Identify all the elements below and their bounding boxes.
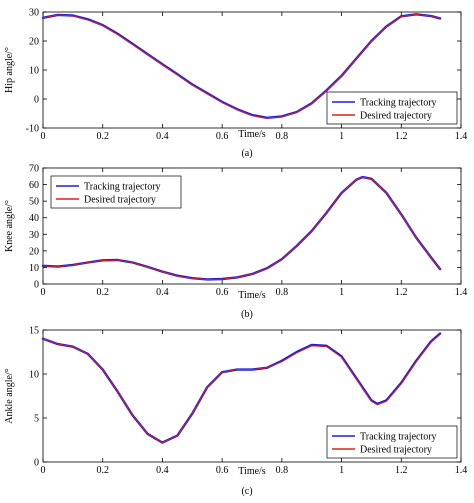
x-tick-label: 0.2 <box>96 465 109 476</box>
y-tick-label: 10 <box>29 263 39 274</box>
y-tick-label: 10 <box>29 66 39 77</box>
series-line-desired <box>42 333 441 444</box>
series-line-desired <box>42 13 441 119</box>
y-tick-label: 30 <box>29 8 39 19</box>
plot-frame <box>42 167 462 285</box>
x-tick-label: 1.4 <box>455 287 468 298</box>
legend-label: Desired trajectory <box>360 445 432 456</box>
chart-a: 0 0.2 0.4 0.6 0.8 1 1.2 1.4-100102030Time/sHip … <box>4 8 467 160</box>
legend: Tracking trajectory Desired trajectory <box>326 425 458 459</box>
legend-label: Tracking trajectory <box>360 432 437 443</box>
y-tick-label: 10 <box>29 370 39 381</box>
plot-frame <box>42 329 462 463</box>
y-tick-label: 0 <box>34 280 39 291</box>
x-tick-label: 0.4 <box>156 287 169 298</box>
x-axis-label: Time/s <box>238 466 266 477</box>
x-axis-label: Time/s <box>238 129 266 140</box>
y-tick-label: 40 <box>29 213 39 224</box>
y-tick-label: -10 <box>26 124 39 135</box>
series-line-desired <box>42 176 441 280</box>
x-tick-label: 1 <box>339 287 344 298</box>
legend-label: Tracking trajectory <box>84 182 161 193</box>
x-tick-label: 1.2 <box>395 287 408 298</box>
legend: Tracking trajectory Desired trajectory <box>50 175 182 209</box>
x-axis-label: Time/s <box>238 290 266 301</box>
y-tick-label: 70 <box>29 164 39 175</box>
y-tick-label: 15 <box>29 326 39 337</box>
y-tick-label: 30 <box>29 230 39 241</box>
x-tick-label: 0.2 <box>96 287 109 298</box>
y-axis-label: Hip angle/° <box>4 47 15 93</box>
x-tick-label: 0.8 <box>276 287 289 298</box>
x-tick-label: 0.4 <box>156 465 169 476</box>
legend: Tracking trajectory Desired trajectory <box>326 91 458 125</box>
figure-caption: (a) <box>241 148 252 159</box>
x-tick-label: 0.6 <box>216 131 229 142</box>
y-tick-label: 5 <box>34 414 39 425</box>
y-tick-label: 50 <box>29 197 39 208</box>
y-tick-label: 60 <box>29 180 39 191</box>
x-tick-label: 1.2 <box>395 465 408 476</box>
x-tick-label: 0 <box>41 287 46 298</box>
x-tick-label: 0.2 <box>96 131 109 142</box>
x-tick-label: 0 <box>41 131 46 142</box>
figure-caption: (b) <box>241 309 253 320</box>
y-axis-label: Knee angle/° <box>4 200 15 252</box>
x-tick-label: 1 <box>339 131 344 142</box>
x-tick-label: 0.4 <box>156 131 169 142</box>
figure-caption: (c) <box>241 486 252 497</box>
legend-box <box>50 175 182 209</box>
x-tick-label: 1.4 <box>455 131 468 142</box>
legend-box <box>326 425 458 459</box>
x-tick-label: 0.8 <box>276 465 289 476</box>
x-tick-label: 0.6 <box>216 287 229 298</box>
x-tick-label: 1.2 <box>395 131 408 142</box>
x-tick-label: 0 <box>41 465 46 476</box>
legend-label: Desired trajectory <box>360 111 432 122</box>
x-tick-label: 1 <box>339 465 344 476</box>
legend-box <box>326 91 458 125</box>
y-tick-label: 20 <box>29 246 39 257</box>
chart-b: 0 0.2 0.4 0.6 0.8 1 1.2 1.4 0 10 20 30 40 50 60 70 Time/… <box>4 164 467 321</box>
x-tick-label: 1.4 <box>455 465 468 476</box>
x-tick-label: 0.6 <box>216 465 229 476</box>
legend-label: Tracking trajectory <box>360 98 437 109</box>
y-axis-label: Ankle angle/° <box>4 368 15 423</box>
legend-label: Desired trajectory <box>84 195 156 206</box>
chart-c: 0 0.2 0.4 0.6 0.8 1 1.2 1.4 0 5 10 15 Time/s Ankle an… <box>4 326 467 498</box>
x-tick-label: 0.8 <box>276 131 289 142</box>
y-tick-label: 0 <box>34 458 39 469</box>
y-tick-label: 0 <box>34 95 39 106</box>
y-tick-label: 20 <box>29 37 39 48</box>
